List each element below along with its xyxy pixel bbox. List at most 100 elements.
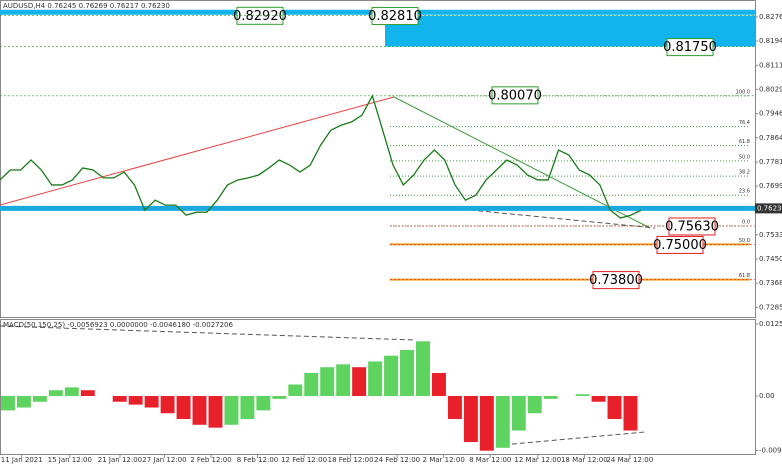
level-label: 0.82920: [233, 9, 287, 24]
y-tick-label: 0.00: [759, 392, 775, 400]
histogram-bar: [288, 384, 303, 396]
x-tick-label: 24 Feb 12:00: [374, 456, 420, 464]
y-tick-label: 0.0125151: [759, 320, 782, 328]
trend-line: [469, 209, 656, 229]
level-label: 0.73800: [589, 273, 643, 288]
level-label-box: [371, 7, 419, 26]
histogram-bar: [336, 364, 351, 396]
histogram-bar: [400, 349, 415, 396]
histogram-bar: [591, 395, 606, 402]
histogram-bar: [32, 395, 47, 402]
trend-line: [0, 96, 395, 206]
x-tick-label: 8 Mar 12:00: [469, 456, 511, 464]
x-tick-label: 27 Jan 12:00: [142, 456, 186, 464]
histogram-bar: [160, 395, 175, 414]
level-label-box: [491, 86, 539, 105]
histogram-bar: [1, 395, 15, 411]
histogram-bar: [48, 390, 63, 396]
x-tick-label: 2 Feb 12:00: [190, 456, 231, 464]
current-price-label: 0.76230: [757, 204, 782, 212]
x-tick-label: 21 Jan 12:00: [98, 456, 142, 464]
fib-label: 38.2: [739, 170, 750, 176]
histogram-bar: [144, 395, 159, 408]
histogram-bar: [463, 395, 478, 443]
macd-header: MACD(50,150,25) -0.0056923 0.0000000 -0.…: [3, 321, 234, 329]
level-label-box: [656, 235, 704, 254]
level-label: 0.80070: [488, 88, 542, 103]
histogram-bar: [256, 395, 271, 411]
histogram-bar: [176, 395, 191, 420]
level-label-box: [668, 217, 716, 236]
fib-label: 50.0: [739, 154, 750, 160]
x-tick-label: 8 Feb 12:00: [237, 456, 278, 464]
histogram-bar: [543, 395, 558, 399]
histogram-bar: [575, 394, 590, 396]
histogram-bar: [352, 367, 367, 396]
fib-label: 23.6: [739, 189, 750, 195]
level-label: 0.81750: [663, 40, 717, 55]
histogram-bar: [16, 395, 31, 408]
histogram-bar: [416, 341, 430, 396]
histogram-bar: [479, 395, 494, 451]
y-tick-label: -0.009466: [759, 446, 782, 454]
x-tick-label: 11 Jan 2021: [1, 456, 43, 464]
histogram-bar: [623, 395, 638, 431]
histogram-bar: [527, 395, 542, 414]
histogram-bar: [511, 395, 526, 431]
x-tick-label: 18 Mar 12:00: [561, 456, 608, 464]
level-label-box: [666, 38, 714, 57]
histogram-bar: [368, 361, 383, 396]
histogram-bar: [272, 395, 287, 399]
histogram-bar: [128, 395, 143, 405]
y-tick-label: 0.72850: [759, 303, 782, 311]
x-tick-label: 2 Mar 12:00: [423, 456, 465, 464]
fib-label: 0.0: [742, 219, 750, 225]
histogram-bar: [224, 395, 239, 425]
x-tick-label: 24 Mar 12:00: [606, 456, 653, 464]
level-label: 0.75630: [665, 219, 719, 234]
histogram-bar: [320, 367, 335, 396]
histogram-bar: [192, 395, 207, 425]
x-tick-label: 12 Mar 12:00: [514, 456, 561, 464]
histogram-bar: [112, 395, 127, 402]
trend-line: [0, 325, 416, 341]
fib-label: 61.8: [739, 139, 750, 145]
macd-panel: [0, 319, 756, 455]
fib-label: 61.8: [739, 273, 750, 279]
histogram-bar: [384, 355, 399, 396]
fib-label: 50.0: [739, 238, 750, 244]
level-label-box: [592, 271, 640, 290]
level-label: 0.82810: [368, 9, 422, 24]
x-tick-label: 18 Feb 12:00: [328, 456, 374, 464]
price-panel: [0, 0, 756, 318]
histogram-bar: [495, 395, 510, 448]
current-price-box: [755, 203, 782, 214]
histogram-bar: [607, 395, 622, 420]
fib-label: 100.0: [736, 89, 750, 95]
x-tick-label: 12 Feb 12:00: [281, 456, 327, 464]
x-tick-label: 15 Jan 12:00: [48, 456, 92, 464]
histogram-bar: [64, 387, 79, 396]
fib-label: 76.4: [739, 120, 750, 126]
level-label: 0.75000: [653, 238, 707, 253]
symbol-header: AUDUSD,H4 0.76245 0.76269 0.76217 0.7623…: [3, 2, 170, 10]
price-line: [0, 94, 642, 219]
histogram-bar: [240, 395, 255, 420]
histogram-bar: [447, 395, 462, 420]
histogram-bar: [304, 372, 319, 396]
histogram-bar: [431, 372, 446, 396]
histogram-bar: [208, 395, 223, 428]
histogram-bar: [80, 390, 95, 396]
